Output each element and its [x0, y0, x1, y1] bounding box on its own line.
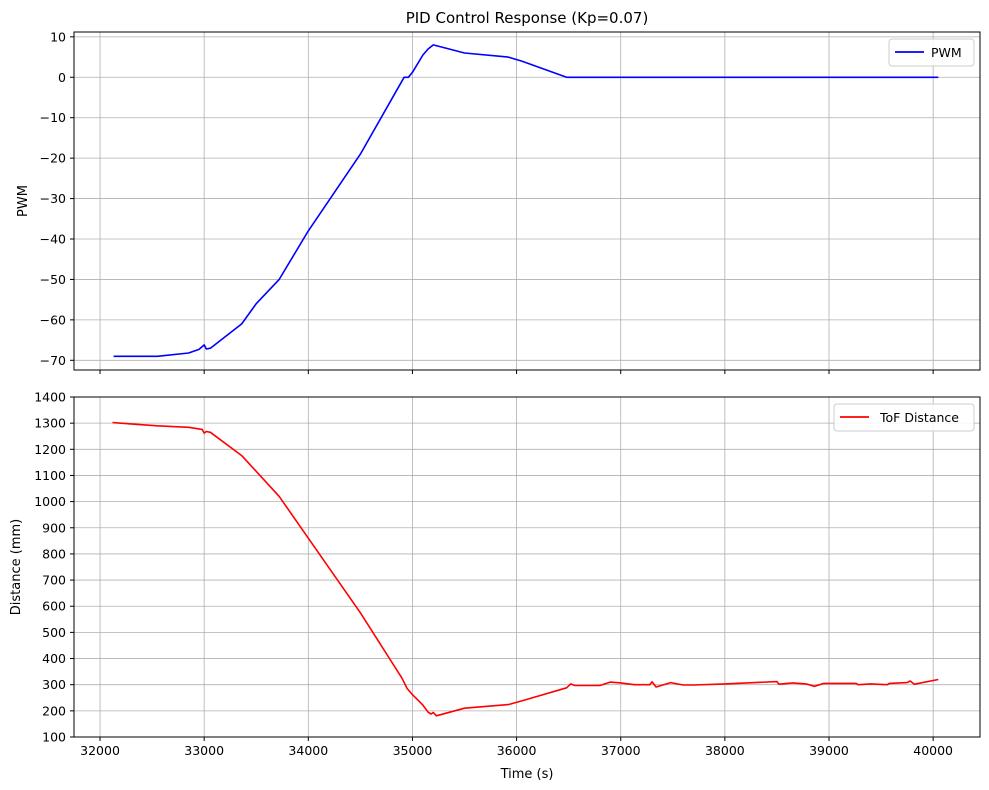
- pwm-series-line: [113, 44, 939, 358]
- distance-legend: ToF Distance: [833, 403, 975, 432]
- pwm-y-tick-label: −60: [40, 312, 66, 327]
- pwm-ticks: −70 −60 −50 −40 −30 −20 −10 0 10: [40, 29, 934, 374]
- pwm-y-tick-label: −20: [40, 151, 66, 166]
- distance-series-layer: [112, 421, 939, 717]
- distance-x-tick-label: 37000: [601, 743, 641, 758]
- distance-y-tick-label: 500: [42, 625, 66, 640]
- pwm-panel: −70 −60 −50 −40 −30 −20 −10 0 10 PWM PWM: [16, 29, 981, 374]
- distance-x-tick-label: 38000: [705, 743, 745, 758]
- pwm-legend-box: [888, 38, 975, 67]
- pwm-y-tick-label: −40: [40, 232, 66, 247]
- distance-y-tick-label: 400: [42, 651, 66, 666]
- pwm-y-tick-label: 10: [50, 29, 66, 44]
- distance-y-tick-label: 1300: [34, 416, 66, 431]
- distance-y-tick-label: 700: [42, 573, 66, 588]
- pwm-y-tick-label: −30: [40, 191, 66, 206]
- pwm-series-layer: [113, 44, 939, 358]
- distance-axes-frame: [73, 396, 981, 738]
- distance-x-tick-label: 36000: [497, 743, 537, 758]
- pwm-y-tick-label: −70: [40, 353, 66, 368]
- distance-y-tick-label: 200: [42, 703, 66, 718]
- distance-y-tick-label: 1200: [34, 442, 66, 457]
- pwm-axes-frame: [73, 31, 981, 371]
- distance-x-tick-label: 32000: [80, 743, 120, 758]
- distance-ticks: 32000 33000 34000 35000 36000 37000 38000 39000…: [34, 390, 953, 759]
- distance-x-tick-label: 35000: [393, 743, 433, 758]
- distance-grid: [74, 396, 980, 738]
- pwm-y-axis-title: PWM: [16, 185, 31, 217]
- pwm-legend: PWM: [888, 38, 975, 67]
- distance-x-tick-label: 40000: [913, 743, 953, 758]
- distance-legend-label: ToF Distance: [879, 410, 959, 425]
- distance-x-tick-label: 33000: [184, 743, 224, 758]
- distance-y-tick-label: 1000: [34, 494, 66, 509]
- distance-y-tick-label: 600: [42, 599, 66, 614]
- distance-x-tick-label: 34000: [288, 743, 328, 758]
- distance-y-tick-label: 800: [42, 546, 66, 561]
- distance-legend-box: [833, 403, 975, 432]
- chart-title: PID Control Response (Kp=0.07): [406, 9, 649, 27]
- distance-y-tick-label: 900: [42, 520, 66, 535]
- pwm-y-tick-label: −50: [40, 272, 66, 287]
- x-axis-title: Time (s): [500, 767, 554, 782]
- distance-y-tick-label: 100: [42, 730, 66, 745]
- distance-y-tick-label: 1100: [34, 468, 66, 483]
- pwm-grid: [74, 32, 980, 370]
- pwm-y-tick-label: −10: [40, 110, 66, 125]
- distance-panel: 32000 33000 34000 35000 36000 37000 38000 39000…: [9, 390, 981, 782]
- distance-series-line: [112, 421, 939, 717]
- distance-y-tick-label: 1400: [34, 390, 66, 405]
- distance-y-tick-label: 300: [42, 677, 66, 692]
- pwm-legend-label: PWM: [931, 45, 962, 60]
- pwm-y-tick-label: 0: [58, 70, 66, 85]
- distance-x-tick-label: 39000: [809, 743, 849, 758]
- distance-y-axis-title: Distance (mm): [9, 519, 24, 615]
